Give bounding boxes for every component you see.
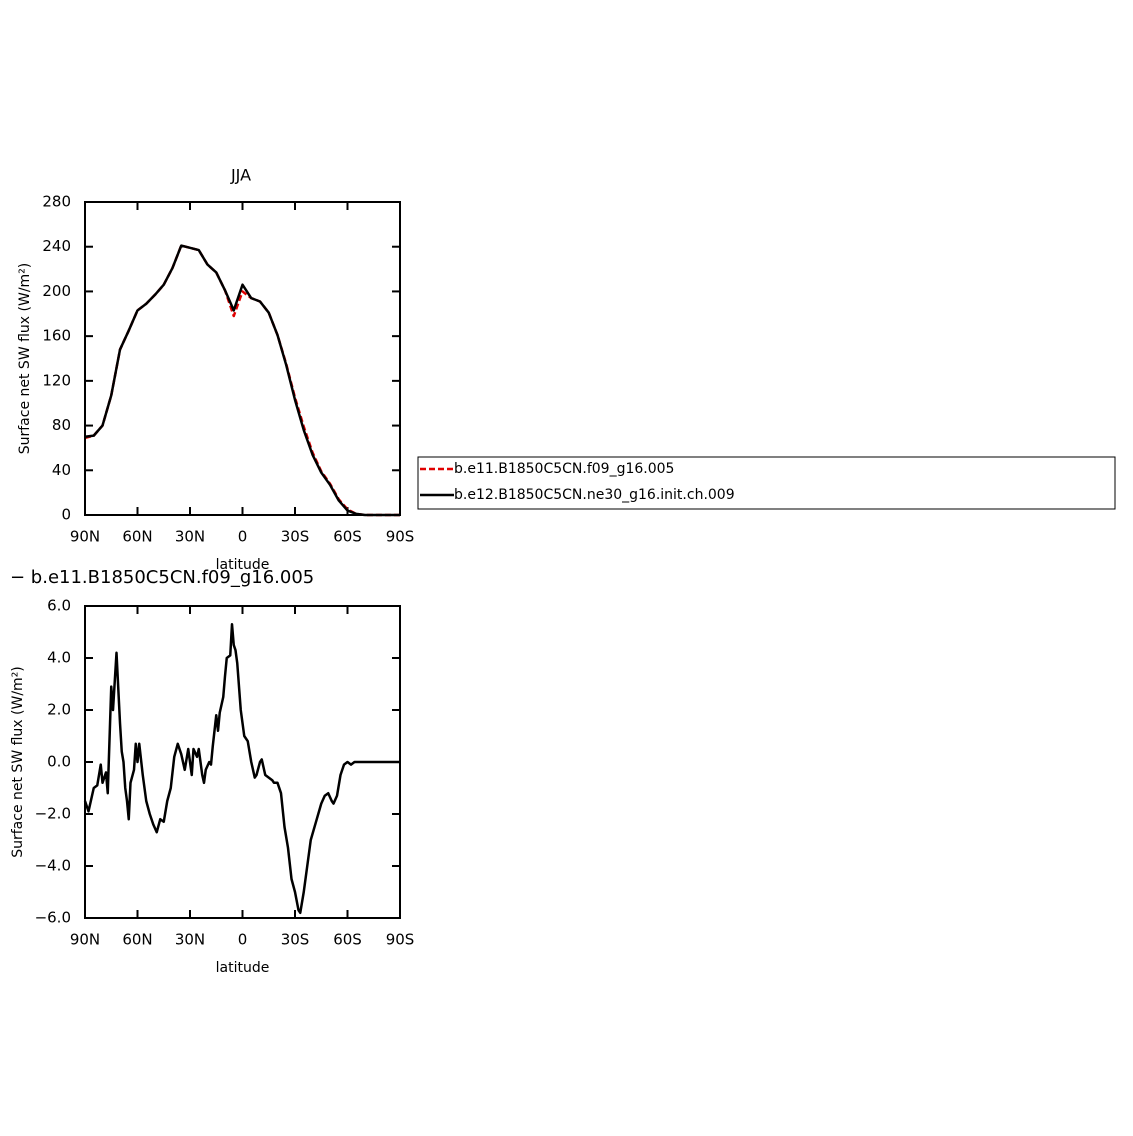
x-tick-label: 90N xyxy=(70,528,100,546)
y-tick-label: 240 xyxy=(42,237,71,255)
legend-label: b.e12.B1850C5CN.ne30_g16.init.ch.009 xyxy=(454,487,735,503)
y-tick-label: −6.0 xyxy=(35,909,71,927)
y-tick-label: 80 xyxy=(52,416,71,434)
y-tick-label: 280 xyxy=(42,193,71,211)
legend-box xyxy=(417,456,1116,510)
x-tick-label: 60N xyxy=(122,931,152,949)
y-tick-label: 40 xyxy=(52,461,71,479)
chart-title: − b.e11.B1850C5CN.f09_g16.005 xyxy=(10,567,314,588)
x-axis-label: latitude xyxy=(216,960,270,976)
x-axis-label: latitude xyxy=(216,557,270,573)
x-tick-label: 30N xyxy=(175,528,205,546)
plot-frame xyxy=(84,605,401,919)
y-tick-label: −4.0 xyxy=(35,857,71,875)
y-tick-label: 0 xyxy=(61,506,71,524)
x-tick-label: 90N xyxy=(70,931,100,949)
data-line xyxy=(83,622,400,915)
legend-label: b.e11.B1850C5CN.f09_g16.005 xyxy=(454,461,674,477)
x-tick-label: 0 xyxy=(238,931,248,949)
data-line xyxy=(84,244,400,517)
y-tick-label: 2.0 xyxy=(47,701,71,719)
x-tick-label: 30S xyxy=(281,931,310,949)
y-tick-label: 0.0 xyxy=(47,753,71,771)
x-tick-label: 60S xyxy=(333,931,362,949)
y-tick-label: 200 xyxy=(42,282,71,300)
x-tick-label: 60S xyxy=(333,528,362,546)
x-tick-label: 0 xyxy=(238,528,248,546)
data-line xyxy=(84,244,400,517)
y-axis-label: Surface net SW flux (W/m²) xyxy=(17,263,33,455)
chart-title: JJA xyxy=(230,166,251,185)
y-tick-label: 6.0 xyxy=(47,597,71,615)
y-tick-label: −2.0 xyxy=(35,805,71,823)
y-tick-label: 4.0 xyxy=(47,649,71,667)
y-tick-label: 120 xyxy=(42,371,71,389)
plot-frame xyxy=(84,201,401,516)
y-tick-label: 160 xyxy=(42,327,71,345)
y-axis-label: Surface net SW flux (W/m²) xyxy=(10,666,26,858)
x-tick-label: 60N xyxy=(122,528,152,546)
x-tick-label: 90S xyxy=(386,528,415,546)
x-tick-label: 90S xyxy=(386,931,415,949)
x-tick-label: 30N xyxy=(175,931,205,949)
x-tick-label: 30S xyxy=(281,528,310,546)
